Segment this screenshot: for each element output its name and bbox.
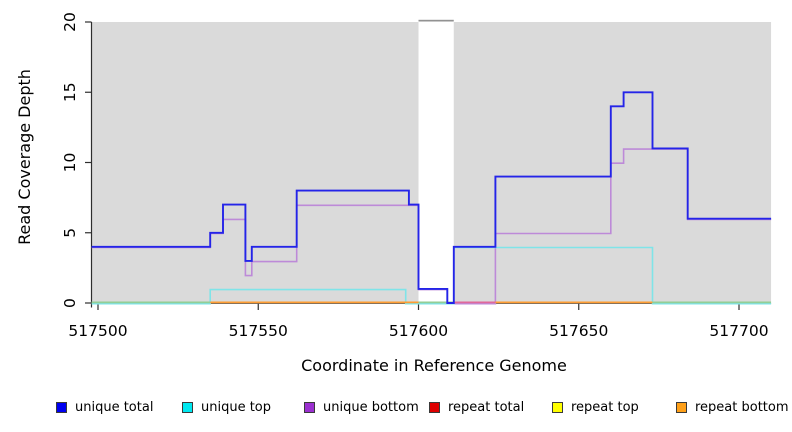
y-tick-label: 20 — [61, 12, 79, 32]
legend-item-unique-top: unique top — [182, 399, 271, 415]
y-tick-label: 15 — [61, 82, 79, 102]
x-tick-label: 517500 — [68, 322, 127, 340]
legend-label: unique bottom — [323, 399, 419, 415]
plot-generated-content: 517500 517550 517600 517650 517700 0 5 10 15 20 — [61, 12, 772, 340]
legend-item-unique-total: unique total — [56, 399, 153, 415]
y-tick-label: 10 — [61, 153, 79, 173]
y-tick-label: 5 — [61, 228, 79, 238]
legend-item-unique-bottom: unique bottom — [304, 399, 419, 415]
x-tick-label: 517600 — [389, 322, 448, 340]
legend-swatch-icon — [56, 401, 67, 413]
legend-swatch-icon — [429, 401, 440, 413]
legend-item-repeat-bottom: repeat bottom — [676, 399, 789, 415]
series-line-unique-top — [91, 246, 772, 305]
legend-label: repeat total — [448, 399, 525, 415]
x-tick-label: 517700 — [709, 322, 768, 340]
masked-region-cap — [418, 19, 454, 22]
masked-region — [418, 21, 454, 303]
x-tick-label: 517650 — [549, 322, 608, 340]
legend-swatch-icon — [676, 401, 687, 413]
legend-label: unique top — [201, 399, 272, 415]
legend: unique total unique top unique bottom repea… — [0, 399, 792, 421]
y-axis-title: Read Coverage Depth — [15, 69, 34, 245]
legend-label: unique total — [75, 399, 154, 415]
legend-label: repeat bottom — [695, 399, 789, 415]
legend-swatch-icon — [552, 401, 563, 413]
legend-swatch-icon — [182, 401, 193, 413]
legend-item-repeat-top: repeat top — [552, 399, 639, 415]
x-axis-title: Coordinate in Reference Genome — [301, 356, 567, 375]
series-line-unique-total — [91, 91, 772, 304]
y-tick-label: 0 — [61, 298, 79, 308]
legend-item-repeat-total: repeat total — [429, 399, 524, 415]
x-tick-label: 517550 — [229, 322, 288, 340]
legend-swatch-icon — [304, 401, 315, 413]
legend-label: repeat top — [571, 399, 639, 415]
